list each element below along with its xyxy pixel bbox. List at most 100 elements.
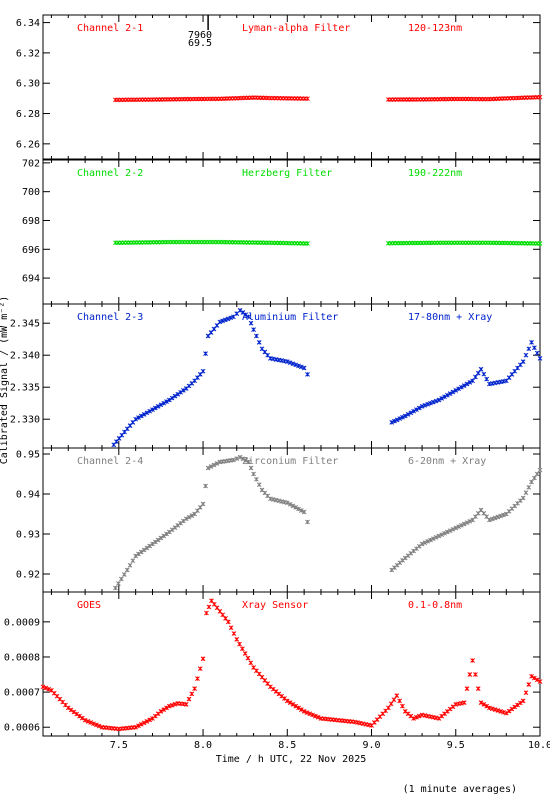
data-point (113, 585, 118, 591)
data-point (498, 513, 504, 519)
y-tick-label: 0.92 (16, 570, 40, 581)
panel-channel-label: Channel 2-1 (77, 23, 143, 34)
data-point (96, 723, 102, 729)
data-point (208, 464, 214, 469)
data-point (501, 512, 506, 518)
data-point (450, 389, 456, 395)
data-point (293, 703, 299, 709)
data-point (305, 519, 310, 525)
data-point (138, 721, 144, 727)
data-point (254, 476, 259, 482)
data-point (478, 700, 484, 705)
data-point (175, 391, 181, 397)
data-point (439, 396, 445, 401)
data-point (492, 515, 498, 521)
data-point (200, 368, 206, 374)
data-point (414, 407, 419, 412)
data-point (529, 673, 534, 679)
data-point (167, 703, 172, 709)
data-point (290, 503, 296, 509)
data-point (217, 319, 223, 325)
data-point (506, 708, 512, 714)
data-point (444, 529, 450, 535)
data-point (428, 537, 433, 543)
data-point (537, 356, 543, 361)
data-point (183, 516, 189, 522)
x-tick-label: 8.5 (278, 740, 296, 751)
data-point (211, 462, 217, 468)
y-tick-label: 0.0006 (4, 723, 40, 734)
data-point (523, 352, 529, 358)
data-point (251, 327, 256, 332)
y-tick-label: 0.95 (16, 450, 40, 461)
data-point (242, 651, 248, 656)
panel-filter-label: Zirconium Filter (242, 456, 338, 467)
data-point (298, 508, 304, 513)
data-point (408, 410, 414, 416)
data-point (237, 641, 242, 647)
y-tick-label: 0.93 (16, 530, 40, 541)
panel-channel-label: GOES (77, 600, 101, 611)
data-point (515, 702, 520, 708)
data-point (529, 340, 534, 345)
data-point (391, 697, 397, 703)
data-point (88, 720, 94, 725)
data-point (450, 526, 456, 532)
data-point (305, 96, 310, 102)
data-point (147, 717, 153, 723)
data-point (296, 363, 301, 369)
data-point (65, 705, 71, 711)
data-point (537, 467, 543, 473)
data-point (118, 576, 124, 582)
y-tick-label: 0.0007 (4, 688, 40, 699)
data-point (234, 637, 240, 642)
data-point (520, 359, 526, 364)
data-point (144, 545, 150, 551)
data-point (231, 457, 236, 463)
data-point (464, 686, 470, 691)
data-point (293, 362, 299, 368)
data-point (284, 359, 290, 364)
data-point (529, 479, 534, 485)
y-tick-label: 700 (22, 187, 40, 198)
data-point (481, 371, 487, 377)
data-point (534, 350, 540, 356)
data-point (537, 679, 543, 684)
data-point (313, 713, 318, 719)
data-point (436, 533, 442, 539)
data-point (430, 536, 436, 542)
panel-frame (42, 14, 541, 160)
data-point (164, 399, 169, 404)
y-tick-label: 6.26 (16, 139, 40, 150)
data-point (161, 707, 167, 713)
panel-frame (42, 303, 541, 449)
data-point (444, 392, 450, 398)
data-point (473, 374, 478, 380)
y-tick-label: 6.32 (16, 48, 40, 59)
data-point (200, 501, 206, 507)
data-point (495, 708, 501, 713)
data-point (425, 401, 431, 407)
data-point (138, 413, 144, 419)
data-point (425, 538, 431, 544)
y-tick-label: 6.30 (16, 79, 40, 90)
y-tick-label: 0.0009 (4, 617, 40, 628)
data-point (416, 713, 422, 719)
data-point (225, 619, 231, 625)
data-point (147, 543, 153, 549)
data-point (231, 631, 237, 636)
data-point (152, 405, 158, 411)
data-point (517, 700, 523, 706)
data-point (290, 702, 296, 707)
panel-band-label: 6-20nm + Xray (408, 456, 486, 467)
data-point (478, 366, 484, 372)
marker-label-lower: 69.5 (188, 38, 212, 49)
data-point (501, 709, 506, 715)
data-point (489, 516, 495, 522)
data-point (150, 541, 155, 547)
data-point (305, 372, 310, 377)
y-tick-label: 698 (22, 216, 40, 227)
data-point (526, 346, 532, 352)
data-point (301, 365, 307, 371)
